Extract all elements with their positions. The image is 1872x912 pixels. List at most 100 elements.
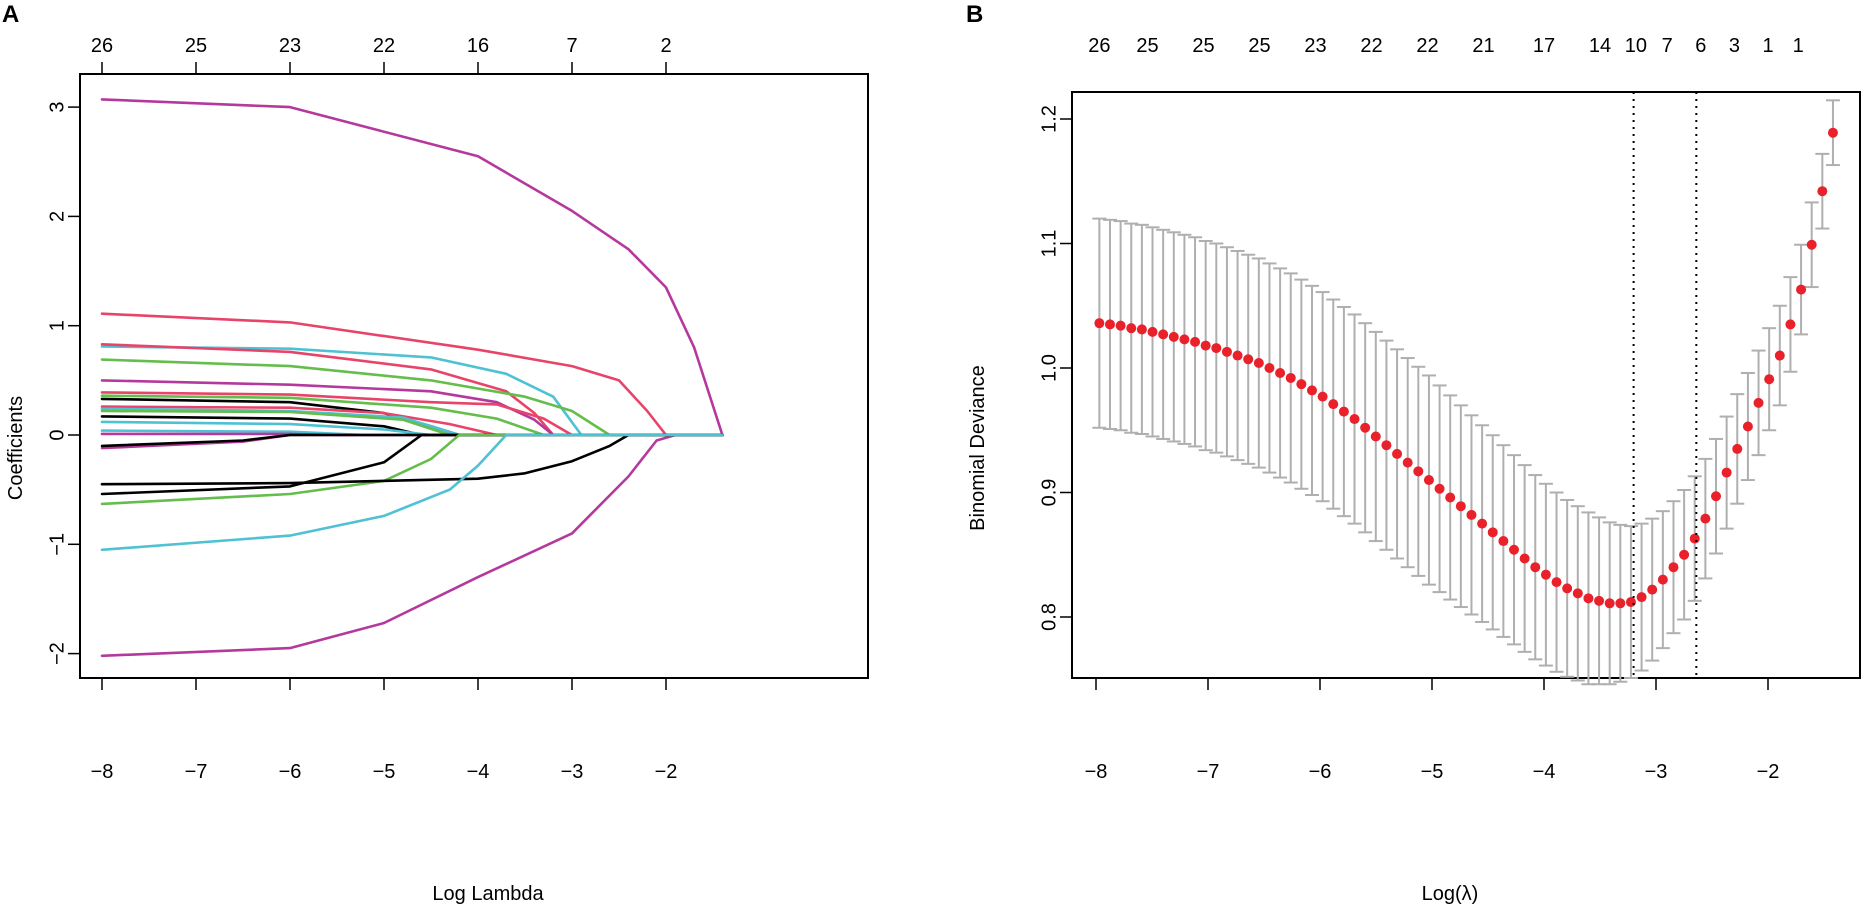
panel-b-point [1126, 323, 1137, 334]
panel-b-point [1562, 583, 1573, 594]
panel-b-point [1689, 533, 1700, 544]
panel-a-y-tick-label: 0 [46, 429, 68, 440]
panel-a-series-coef-23 [100, 433, 724, 552]
panel-b-point [1445, 492, 1456, 503]
panel-b-point [1477, 518, 1488, 529]
panel-b-point [1711, 491, 1722, 502]
panel-b-point [1785, 319, 1796, 330]
panel-b-y-tick-label: 1.2 [1038, 105, 1060, 133]
panel-b-point [1147, 326, 1158, 337]
panel-b-point [1104, 319, 1115, 330]
panel-b-point [1466, 509, 1477, 520]
panel-b-point [1647, 584, 1658, 595]
panel-a-x-tick-label: −8 [91, 761, 114, 783]
panel-a-y-tick-label: 3 [46, 102, 68, 113]
panel-b-point [1817, 186, 1828, 197]
panel-a-top-tick-label: 23 [279, 35, 301, 57]
panel-a-top-tick-label: 2 [660, 35, 671, 57]
panel-b-top-label: 25 [1136, 35, 1158, 57]
panel-a-x-tick-label: −5 [373, 761, 396, 783]
panel-a-top-tick-label: 7 [566, 35, 577, 57]
panel-b-point [1700, 513, 1711, 524]
panel-b-point [1328, 399, 1339, 410]
panel-b-top-label: 22 [1360, 35, 1382, 57]
panel-a-x-tick-label: −6 [279, 761, 302, 783]
panel-b-point [1636, 592, 1647, 603]
panel-b-point [1657, 574, 1668, 585]
panel-b-top-label: 3 [1729, 35, 1740, 57]
panel-b-tag: B [966, 1, 983, 28]
panel-b-top-label: 7 [1662, 35, 1673, 57]
panel-b-point [1487, 527, 1498, 538]
panel-b-point [1742, 421, 1753, 432]
panel-b-point [1232, 350, 1243, 361]
panel-a-plot-frame [79, 73, 869, 679]
panel-b-point [1827, 127, 1838, 138]
panel-a-top-tick-label: 16 [467, 35, 489, 57]
panel-b-top-label: 23 [1304, 35, 1326, 57]
panel-a-x-tick-label: −2 [655, 761, 678, 783]
panel-b-point [1721, 467, 1732, 478]
panel-b-x-tick-label: −7 [1197, 761, 1220, 783]
panel-b-point [1594, 595, 1605, 606]
panel-b-point [1179, 334, 1190, 345]
panel-b-point [1806, 239, 1817, 250]
panel-b-point [1583, 593, 1594, 604]
panel-a-x-tick-label: −7 [185, 761, 208, 783]
panel-b-point [1264, 363, 1275, 373]
panel-b-point [1296, 379, 1307, 390]
panel-b-point [1625, 597, 1636, 608]
panel-a-y-axis-title: Coefficients [5, 396, 27, 500]
panel-b-point [1796, 284, 1807, 295]
panel-b-point [1168, 331, 1179, 342]
panel-a-series-coef-21 [100, 433, 724, 506]
panel-b-x-tick-label: −3 [1645, 761, 1668, 783]
panel-a-x-tick-label: −3 [561, 761, 584, 783]
panel-b-point [1115, 320, 1126, 331]
panel-b-point [1285, 372, 1296, 383]
panel-b-point [1413, 466, 1424, 477]
panel-b-top-label: 21 [1472, 35, 1494, 57]
panel-b-y-tick-label: 1.0 [1038, 354, 1060, 382]
panel-a-y-tick-label: −1 [46, 533, 68, 556]
panel-b-top-label: 25 [1192, 35, 1214, 57]
panel-b-point [1530, 562, 1541, 573]
panel-a-series-coef-8 [100, 391, 724, 437]
panel-b-top-label: 25 [1248, 35, 1270, 57]
panel-a-x-tick-label: −4 [467, 761, 490, 783]
panel-a-x-axis-title: Log Lambda [432, 883, 544, 905]
panel-a-series-coef-3 [100, 312, 724, 437]
panel-b-point [1615, 598, 1626, 609]
panel-b-point [1306, 385, 1317, 396]
panel-b-point [1423, 475, 1434, 486]
panel-b-point [1338, 406, 1349, 417]
panel-b-point [1509, 544, 1520, 555]
panel-b-point [1774, 350, 1785, 361]
panel-b-top-label: 1 [1793, 35, 1804, 57]
panel-b-point [1572, 588, 1583, 599]
panel-a-top-tick-label: 26 [91, 35, 113, 57]
panel-b-point [1434, 483, 1445, 494]
panel-a-y-tick-label: 2 [46, 211, 68, 222]
panel-b-x-tick-label: −6 [1309, 761, 1332, 783]
panel-b-top-label: 17 [1533, 35, 1555, 57]
panel-b-point [1221, 346, 1232, 357]
panel-b-plot-frame [1071, 91, 1861, 679]
panel-b-point [1200, 340, 1211, 351]
panel-b-y-tick-label: 0.9 [1038, 479, 1060, 507]
panel-b-point [1498, 536, 1509, 547]
panel-a-top-tick-label: 22 [373, 35, 395, 57]
panel-b-top-label: 26 [1088, 35, 1110, 57]
panel-b-x-tick-label: −2 [1757, 761, 1780, 783]
panel-b-point [1370, 431, 1381, 442]
panel-b-point [1243, 354, 1254, 365]
panel-b-point [1349, 414, 1360, 425]
panel-b-x-tick-label: −4 [1533, 761, 1556, 783]
panel-b-point [1211, 343, 1222, 354]
panel-b-point [1381, 440, 1392, 451]
panel-b-point [1317, 391, 1328, 402]
panel-b-point [1668, 562, 1679, 573]
panel-b-point [1275, 367, 1286, 378]
